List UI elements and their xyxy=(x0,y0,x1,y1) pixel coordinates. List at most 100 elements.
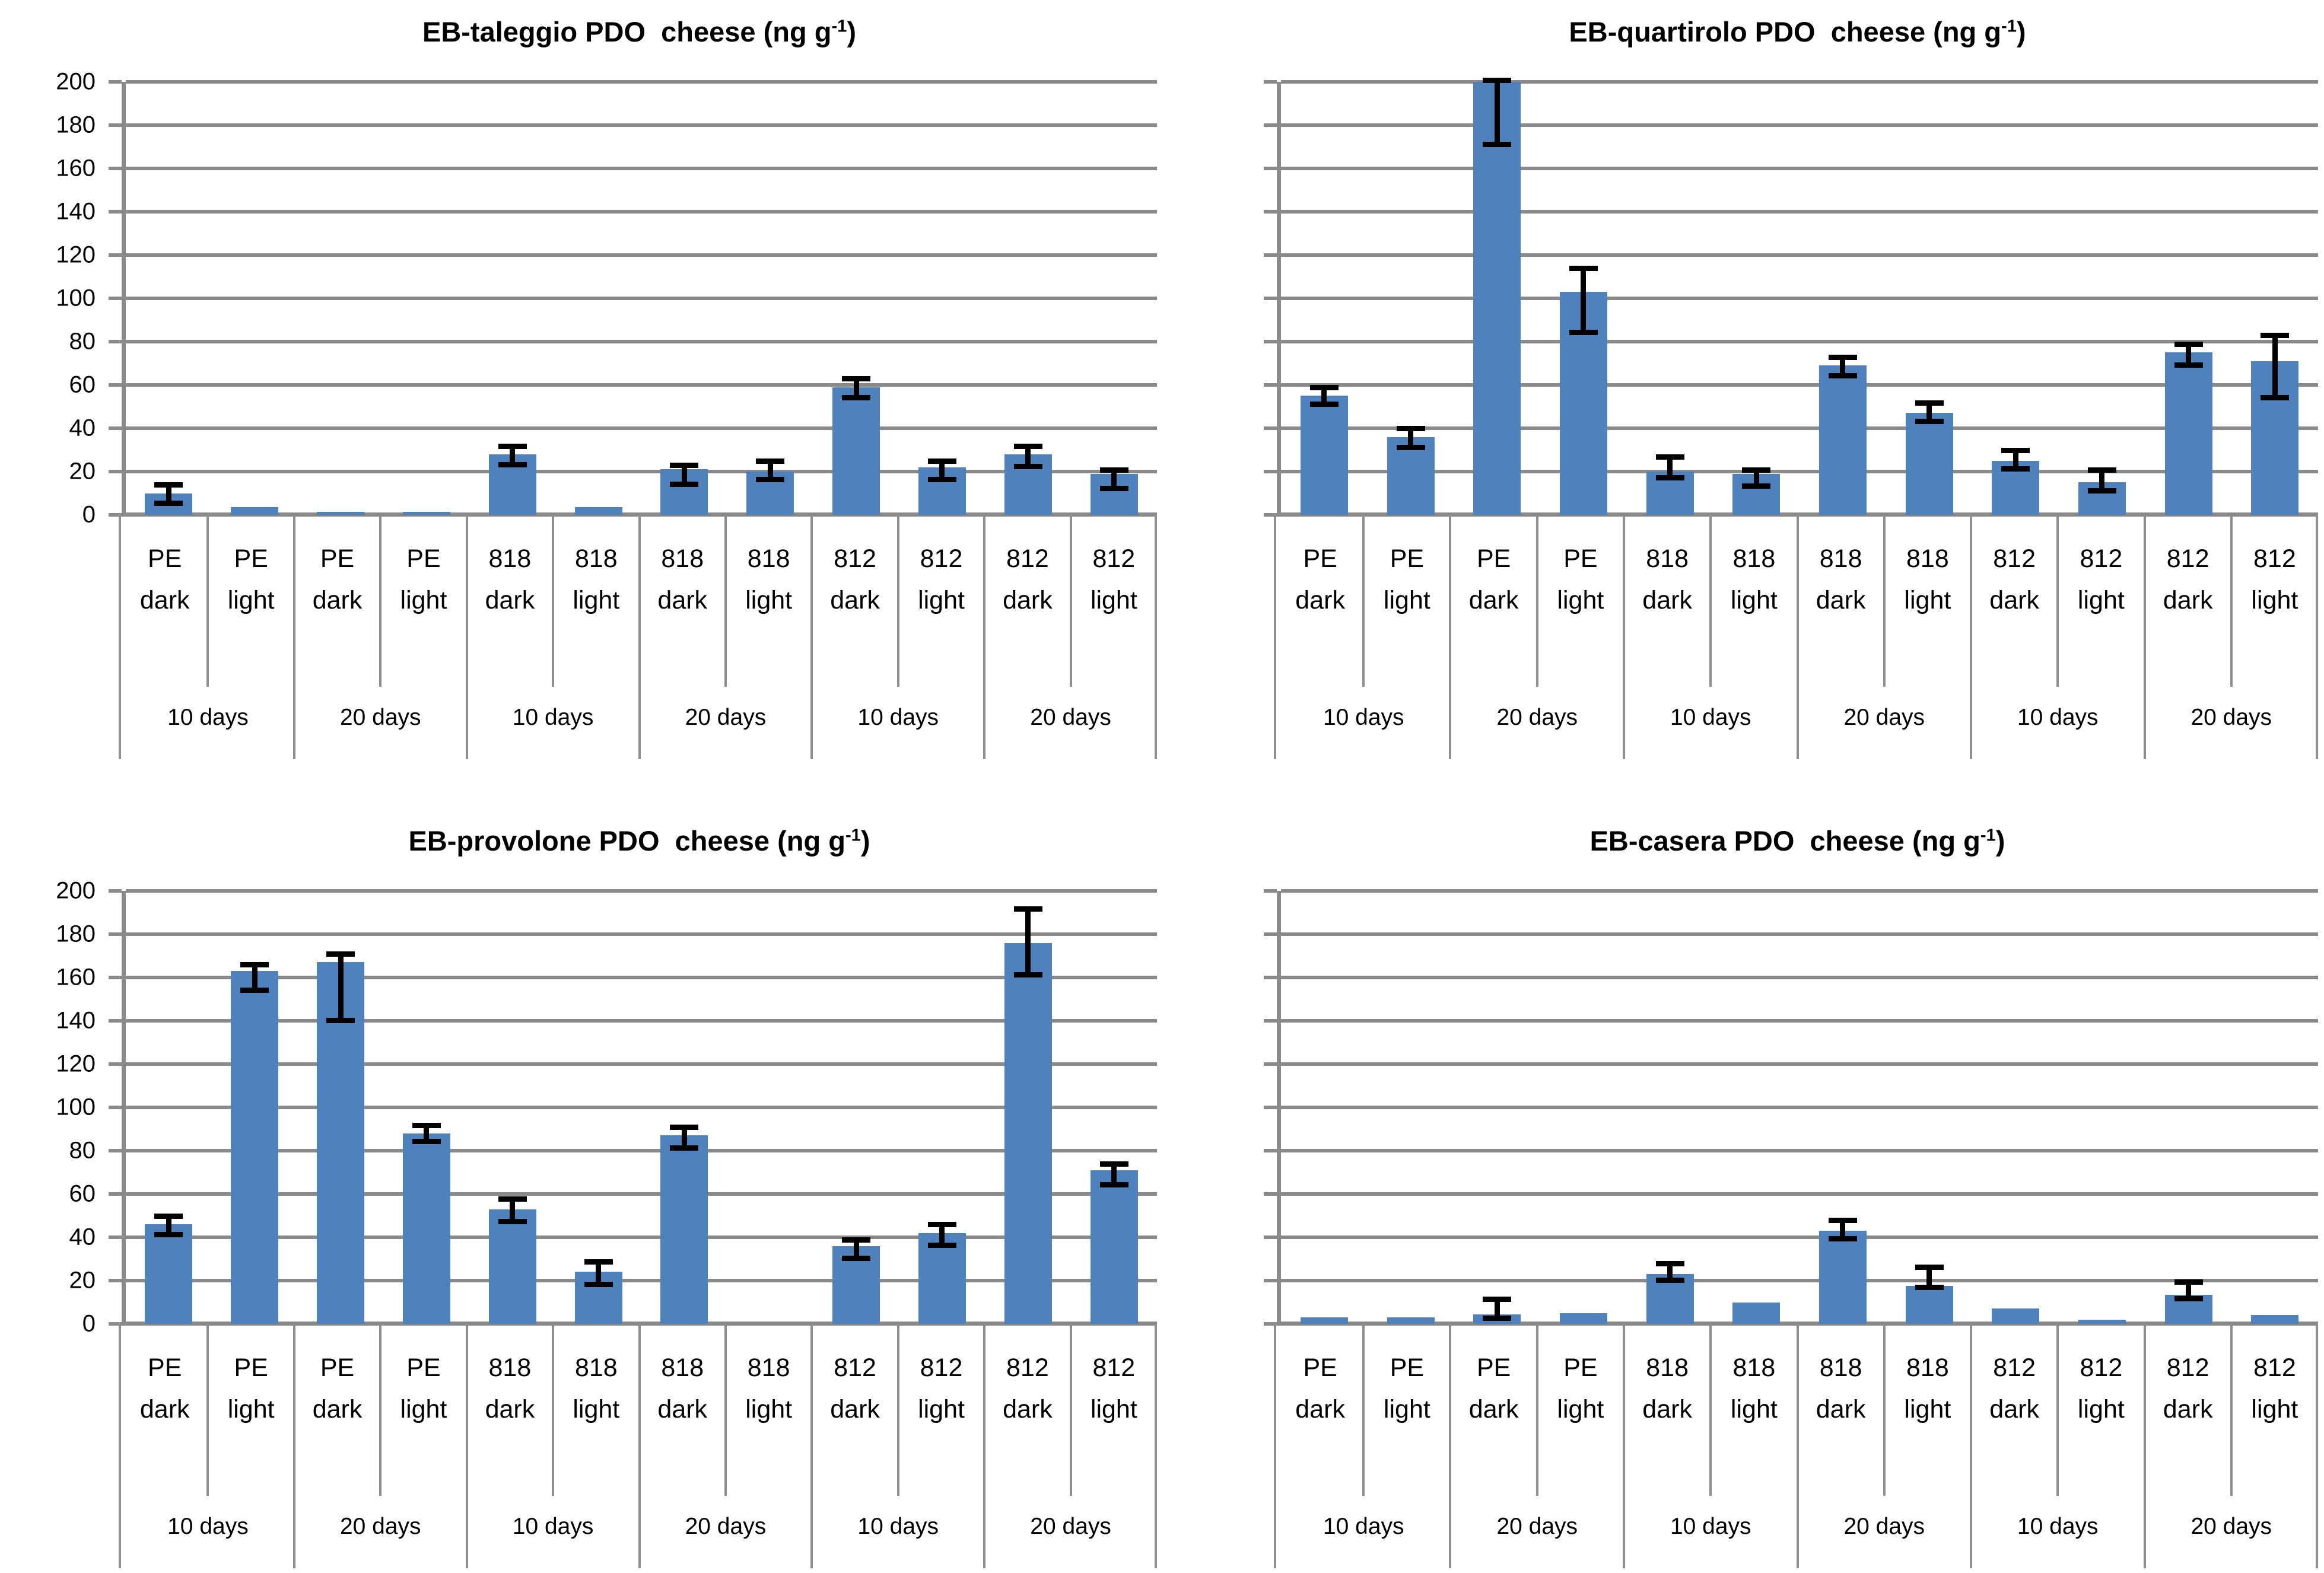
y-axis-tick xyxy=(109,297,122,300)
error-bar-cap-top xyxy=(240,962,269,968)
y-axis-tick xyxy=(1264,1192,1277,1196)
error-bar-cap-bottom xyxy=(756,477,785,483)
x-category-line2: light xyxy=(1730,585,1778,614)
gridline xyxy=(1281,1279,2318,1282)
bar-casera-10 xyxy=(2078,1319,2126,1324)
error-bar-cap-bottom xyxy=(326,1017,355,1023)
error-bar-cap-top xyxy=(1655,1261,1684,1267)
error-bar-cap-top xyxy=(412,1122,441,1128)
x-category-line1: 818 xyxy=(488,1354,532,1382)
error-bar-cap-bottom xyxy=(154,1232,183,1237)
y-axis-tick-label: 20 xyxy=(69,458,96,485)
x-category-line2: light xyxy=(2077,585,2125,614)
y-axis-tick-label: 100 xyxy=(56,285,96,311)
error-bar-cap-bottom xyxy=(1396,444,1425,450)
y-axis-tick xyxy=(109,1322,122,1326)
x-category-line2: dark xyxy=(1468,585,1519,614)
bar-quartirolo-2 xyxy=(1387,437,1435,515)
error-bar-line xyxy=(939,1222,945,1249)
x-category-label: 818 dark xyxy=(1624,515,1711,687)
x-category-line1: PE xyxy=(320,1354,355,1382)
error-bar-cap-top xyxy=(2174,1279,2203,1285)
gridline xyxy=(126,1106,1157,1109)
x-axis-line xyxy=(1277,512,2318,517)
y-axis-tick xyxy=(109,976,122,979)
error-bar-cap-bottom xyxy=(1099,485,1128,491)
x-category-line1: 812 xyxy=(2253,1354,2296,1382)
chart-title-superscript: -1 xyxy=(1980,826,1996,845)
error-bar-line xyxy=(1926,400,1932,424)
x-category-label: 812 dark xyxy=(1971,515,2058,687)
error-bar-line xyxy=(424,1122,430,1145)
gridline xyxy=(126,340,1157,343)
gridline xyxy=(1281,470,2318,473)
chart-eb-provolone: EB-provolone PDO cheese (ng g-1) 0 20 40 60… xyxy=(33,814,1157,1573)
y-axis-tick-label: 200 xyxy=(56,877,96,904)
error-bar-cap-top xyxy=(1099,1161,1128,1167)
x-category-band: PE dark PE light PE dark PE light 818 dark 818 ligh… xyxy=(1277,515,2318,687)
x-category-line1: 812 xyxy=(2166,544,2209,573)
y-axis-tick xyxy=(1264,253,1277,257)
x-group-label: 20 days xyxy=(1030,705,1111,730)
x-group-label: 10 days xyxy=(1670,705,1751,730)
gridline xyxy=(126,123,1157,127)
error-bar-line xyxy=(1667,454,1673,480)
gridline xyxy=(1281,80,2318,84)
x-group-label: 10 days xyxy=(857,705,939,730)
bar-casera-12 xyxy=(2251,1315,2299,1324)
y-axis-tick xyxy=(1264,470,1277,473)
x-category-line2: light xyxy=(918,1394,965,1424)
bar-provolone-2 xyxy=(231,971,279,1324)
y-axis-tick xyxy=(109,889,122,893)
x-category-label: 818 light xyxy=(553,515,639,687)
gridline xyxy=(126,210,1157,214)
x-category-line2: dark xyxy=(139,1394,190,1424)
y-axis-tick-label: 40 xyxy=(69,1224,96,1250)
error-bar-cap-bottom xyxy=(1915,418,1944,424)
x-category-label: 812 dark xyxy=(812,1324,898,1496)
x-category-label: PE light xyxy=(208,1324,294,1496)
x-category-line1: PE xyxy=(1563,544,1598,573)
error-bar-line xyxy=(853,1237,859,1262)
chart-title-text: EB-casera PDO cheese (ng g xyxy=(1589,825,1980,856)
error-bar-cap-top xyxy=(927,1222,956,1228)
error-bar-line xyxy=(2013,447,2018,472)
y-axis-tick xyxy=(109,1106,122,1109)
x-category-line1: PE xyxy=(1303,1354,1337,1382)
x-category-band: PE dark PE light PE dark PE light 818 dark 818 ligh… xyxy=(122,1324,1157,1496)
error-bar-cap-bottom xyxy=(1828,1236,1857,1242)
bar-taleggio-9 xyxy=(832,387,880,515)
y-axis-tick-label: 100 xyxy=(56,1094,96,1120)
y-axis-tick xyxy=(109,1019,122,1023)
y-axis-tick xyxy=(1264,340,1277,343)
error-bar-cap-bottom xyxy=(1655,1277,1684,1283)
x-category-line2: dark xyxy=(312,585,363,614)
x-category-line1: 818 xyxy=(1732,544,1776,573)
bar-taleggio-2 xyxy=(231,507,279,515)
error-bar-cap-bottom xyxy=(1013,972,1042,977)
x-category-line2: dark xyxy=(1295,585,1345,614)
gridline xyxy=(1281,167,2318,170)
chart-title-text: EB-provolone PDO cheese (ng g xyxy=(408,825,845,856)
x-category-label: 818 light xyxy=(1711,515,1797,687)
error-bar-cap-top xyxy=(2087,467,2116,473)
gridline xyxy=(1281,426,2318,430)
error-bar-cap-top xyxy=(670,463,699,469)
error-bar-line xyxy=(1025,443,1031,470)
group-separator xyxy=(1274,515,1276,759)
error-bar-cap-top xyxy=(1655,454,1684,460)
x-category-line2: dark xyxy=(485,1394,535,1424)
error-bar-cap-bottom xyxy=(498,1219,527,1225)
x-category-line2: light xyxy=(573,585,620,614)
error-bar-cap-bottom xyxy=(1569,330,1598,336)
x-category-line2: dark xyxy=(1468,1394,1519,1424)
error-bar-cap-bottom xyxy=(927,477,956,483)
gridline xyxy=(126,297,1157,300)
error-bar-cap-bottom xyxy=(1655,475,1684,480)
error-bar-line xyxy=(1840,354,1846,379)
x-category-line2: dark xyxy=(1989,585,2039,614)
chart-title: EB-provolone PDO cheese (ng g-1) xyxy=(122,816,1157,889)
y-axis-tick xyxy=(109,123,122,127)
bar-provolone-5 xyxy=(488,1209,536,1324)
